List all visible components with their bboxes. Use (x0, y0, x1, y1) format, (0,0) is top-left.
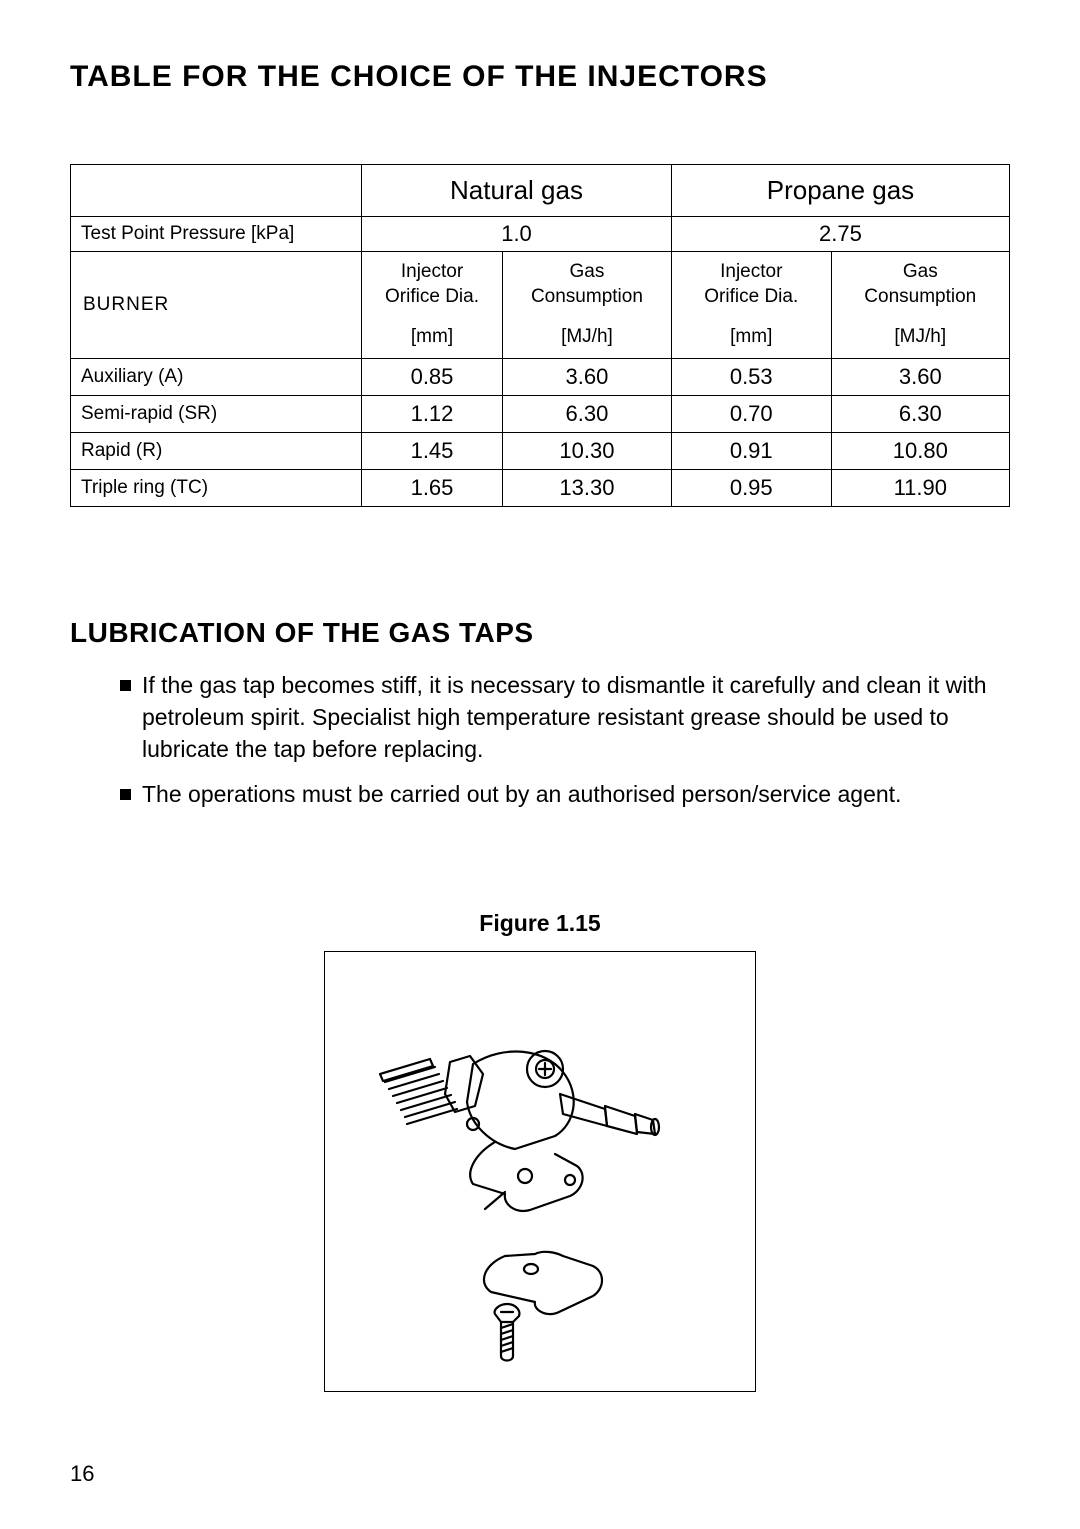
figure-caption: Figure 1.15 (70, 910, 1010, 937)
cell-value: 11.90 (831, 470, 1009, 507)
cell-value: 10.80 (831, 433, 1009, 470)
cell-value: 0.91 (671, 433, 831, 470)
col-unit: [mm] (676, 309, 827, 350)
cell-value: 0.95 (671, 470, 831, 507)
section-heading: LUBRICATION OF THE GAS TAPS (70, 617, 1010, 649)
burner-name: Semi-rapid (SR) (71, 396, 362, 433)
pressure-value-cell: 2.75 (671, 217, 1009, 252)
col-header-text: InjectorOrifice Dia. (704, 261, 798, 307)
col-header-text: GasConsumption (531, 261, 643, 307)
col-unit: [mm] (366, 309, 498, 350)
bullet-list: If the gas tap becomes stiff, it is nece… (70, 669, 1010, 810)
cell-value: 0.70 (671, 396, 831, 433)
pressure-value-cell: 1.0 (362, 217, 672, 252)
gas-tap-icon (355, 974, 725, 1364)
injector-table: Natural gas Propane gas Test Point Press… (70, 164, 1010, 507)
col-header: InjectorOrifice Dia. [mm] (671, 252, 831, 359)
figure-box (324, 951, 756, 1392)
pressure-label-cell: Test Point Pressure [kPa] (71, 217, 362, 252)
gas-type-header: Propane gas (671, 165, 1009, 217)
burner-label-cell: BURNER (71, 252, 362, 359)
col-header: GasConsumption [MJ/h] (831, 252, 1009, 359)
table-row: Rapid (R) 1.45 10.30 0.91 10.80 (71, 433, 1010, 470)
col-header-text: InjectorOrifice Dia. (385, 261, 479, 307)
page-number: 16 (70, 1461, 94, 1487)
cell-value: 1.65 (362, 470, 503, 507)
bullet-item: If the gas tap becomes stiff, it is nece… (120, 669, 1010, 766)
col-header: InjectorOrifice Dia. [mm] (362, 252, 503, 359)
table-row: Natural gas Propane gas (71, 165, 1010, 217)
burner-name: Rapid (R) (71, 433, 362, 470)
table-row: Auxiliary (A) 0.85 3.60 0.53 3.60 (71, 359, 1010, 396)
col-header: GasConsumption [MJ/h] (502, 252, 671, 359)
burner-name: Triple ring (TC) (71, 470, 362, 507)
gas-type-header: Natural gas (362, 165, 672, 217)
figure-wrapper: Figure 1.15 (70, 910, 1010, 1392)
cell-value: 0.53 (671, 359, 831, 396)
cell-value: 3.60 (831, 359, 1009, 396)
cell-value: 1.45 (362, 433, 503, 470)
cell-value: 1.12 (362, 396, 503, 433)
cell-value: 13.30 (502, 470, 671, 507)
col-header-text: GasConsumption (864, 261, 976, 307)
cell-value: 3.60 (502, 359, 671, 396)
bullet-item: The operations must be carried out by an… (120, 778, 1010, 810)
burner-name: Auxiliary (A) (71, 359, 362, 396)
cell-value: 6.30 (831, 396, 1009, 433)
col-unit: [MJ/h] (507, 309, 667, 350)
table-row: Triple ring (TC) 1.65 13.30 0.95 11.90 (71, 470, 1010, 507)
cell-value: 10.30 (502, 433, 671, 470)
table-row: Semi-rapid (SR) 1.12 6.30 0.70 6.30 (71, 396, 1010, 433)
page-heading: TABLE FOR THE CHOICE OF THE INJECTORS (70, 60, 1010, 94)
cell-value: 6.30 (502, 396, 671, 433)
cell-value: 0.85 (362, 359, 503, 396)
col-unit: [MJ/h] (836, 309, 1005, 350)
table-row: Test Point Pressure [kPa] 1.0 2.75 (71, 217, 1010, 252)
empty-header-cell (71, 165, 362, 217)
table-row: BURNER InjectorOrifice Dia. [mm] GasCons… (71, 252, 1010, 359)
